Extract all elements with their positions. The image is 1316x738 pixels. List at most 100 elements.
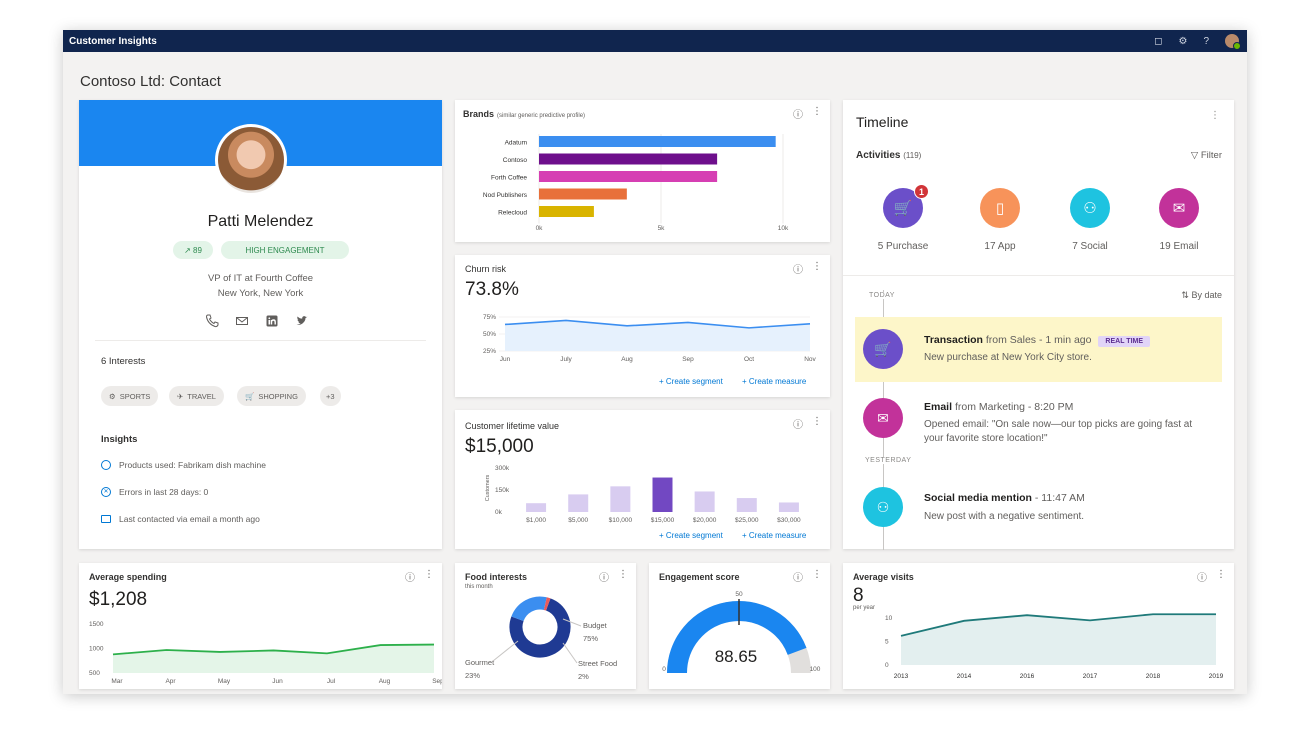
churn-area: [505, 320, 810, 351]
x-tick-label: 2014: [957, 673, 972, 680]
activity-app-button[interactable]: ▯: [980, 188, 1020, 228]
spending-line: [112, 643, 435, 656]
x-tick-label: Sep: [432, 678, 442, 685]
event-transaction-icon: 🛒: [863, 329, 903, 369]
label-leader: [492, 640, 519, 662]
timeline-card: Timeline ⋮ Activities (119) ▽ Filter 🛒 ▯…: [843, 100, 1234, 550]
today-label: TODAY: [863, 292, 901, 299]
gauge-marker-label: 50: [735, 591, 743, 598]
error-icon: ✕: [101, 487, 111, 497]
more-icon[interactable]: ⋮: [1216, 569, 1226, 580]
activities-label: Activities: [856, 150, 901, 161]
x-tick-label: $20,000: [693, 517, 717, 524]
filter-button[interactable]: ▽ Filter: [1191, 150, 1222, 161]
interest-label: SHOPPING: [258, 391, 298, 401]
info-icon[interactable]: ⓘ: [793, 420, 803, 431]
sports-icon: ⚙: [109, 391, 116, 401]
bar: [736, 498, 757, 512]
clv-card: Customer lifetime value ⓘ ⋮ $15,000 Custo…: [455, 410, 830, 549]
info-icon[interactable]: ⓘ: [599, 573, 609, 584]
bar: [539, 136, 776, 147]
twitter-icon[interactable]: [295, 314, 309, 328]
activity-label: 19 Email: [1159, 241, 1199, 252]
activity-email-button[interactable]: ✉: [1159, 188, 1199, 228]
bar: [539, 206, 594, 217]
sort-by-date-button[interactable]: ⇅ By date: [1181, 290, 1222, 301]
food-interests-card: Food interests this month ⓘ ⋮ Budget 75% Go…: [455, 563, 636, 689]
event-title: Social media mention - 11:47 AM: [924, 492, 1085, 504]
event-type: Email: [924, 401, 953, 413]
slice-label: Street Food: [578, 659, 617, 668]
avg-spending-title: Average spending: [89, 572, 167, 582]
info-icon[interactable]: ⓘ: [793, 110, 803, 121]
activity-social-button[interactable]: ⚇: [1070, 188, 1110, 228]
more-icon[interactable]: ⋮: [618, 569, 628, 580]
more-icon[interactable]: ⋮: [812, 106, 822, 117]
avg-visits-unit: per year: [853, 605, 876, 611]
create-segment-link[interactable]: + Create segment: [659, 377, 723, 386]
create-measure-link[interactable]: + Create measure: [742, 531, 807, 540]
more-icon[interactable]: ⋮: [812, 261, 822, 272]
info-icon[interactable]: ⓘ: [405, 573, 415, 584]
event-source: from Sales - 1 min ago: [985, 334, 1092, 346]
food-title: Food interests: [465, 572, 528, 582]
interest-chip-sports[interactable]: ⚙ SPORTS: [101, 386, 159, 406]
more-icon[interactable]: ⋮: [424, 569, 434, 580]
cart-icon: 🛒: [893, 200, 913, 217]
y-tick-label: 75%: [483, 314, 496, 321]
gear-icon[interactable]: ⚙: [1178, 35, 1188, 47]
category-label: Forth Coffee: [491, 175, 527, 182]
interest-chip-travel[interactable]: ✈ TRAVEL: [169, 386, 224, 406]
x-tick-label: Aug: [379, 678, 391, 685]
insight-text: Last contacted via email a month ago: [119, 514, 260, 524]
insight-text: Products used: Fabrikam dish machine: [119, 460, 266, 470]
interest-chip-shopping[interactable]: 🛒 SHOPPING: [237, 386, 306, 406]
y-tick-label: 1000: [89, 646, 104, 653]
y-tick-label: 10: [885, 615, 893, 622]
x-tick-label: $5,000: [568, 517, 588, 524]
info-icon[interactable]: ⓘ: [793, 573, 803, 584]
avatar-photo: [218, 127, 284, 193]
email-icon: ✉: [877, 409, 889, 426]
more-icon[interactable]: ⋮: [812, 416, 822, 427]
donut-slice: [543, 597, 551, 611]
interests-more-chip[interactable]: +3: [320, 386, 341, 406]
churn-card: Churn risk ⓘ ⋮ 73.8% 75% 50% 25% Jun July Aug S…: [455, 255, 830, 397]
x-tick-label: $1,000: [526, 517, 546, 524]
slice-value: 75%: [583, 634, 598, 643]
y-axis-label: Customers: [485, 474, 491, 501]
x-tick-label: May: [218, 678, 231, 685]
bell-icon[interactable]: ◻: [1154, 35, 1163, 47]
event-title: Transaction from Sales - 1 min ago REAL …: [924, 334, 1151, 347]
info-icon[interactable]: ⓘ: [793, 265, 803, 276]
engagement-title: Engagement score: [659, 572, 740, 582]
create-segment-link[interactable]: + Create segment: [659, 531, 723, 540]
event-body: New post with a negative sentiment.: [924, 511, 1085, 522]
user-avatar[interactable]: [1225, 34, 1241, 50]
create-measure-link[interactable]: + Create measure: [742, 377, 807, 386]
phone-icon[interactable]: [205, 314, 219, 328]
x-tick-label: Nov: [804, 356, 816, 363]
y-tick-label: 50%: [483, 331, 496, 338]
event-type: Social media mention: [924, 492, 1032, 504]
x-tick-label: 0k: [536, 225, 544, 232]
email-icon: ✉: [1172, 200, 1186, 217]
timeline-more-icon[interactable]: ⋮: [1210, 110, 1220, 121]
create-segment-label: Create segment: [665, 531, 723, 540]
info-icon[interactable]: ⓘ: [1197, 573, 1207, 584]
help-icon[interactable]: ?: [1203, 35, 1209, 47]
x-tick-label: Aug: [621, 356, 633, 363]
interest-label: TRAVEL: [187, 391, 216, 401]
insight-item: Products used: Fabrikam dish machine: [101, 460, 266, 470]
avg-spending-chart: 1500 1000 500 Mar Apr May Jun Jul Aug Sep: [89, 621, 442, 685]
event-source: - 11:47 AM: [1034, 492, 1085, 504]
event-title: Email from Marketing - 8:20 PM: [924, 401, 1073, 413]
x-tick-label: July: [560, 356, 572, 363]
clv-title: Customer lifetime value: [465, 421, 560, 431]
email-icon[interactable]: [235, 314, 249, 328]
more-icon[interactable]: ⋮: [812, 569, 822, 580]
x-tick-label: 5k: [658, 225, 666, 232]
linkedin-icon[interactable]: [265, 314, 279, 328]
interest-label: SPORTS: [119, 391, 151, 401]
realtime-badge: REAL TIME: [1098, 336, 1151, 347]
